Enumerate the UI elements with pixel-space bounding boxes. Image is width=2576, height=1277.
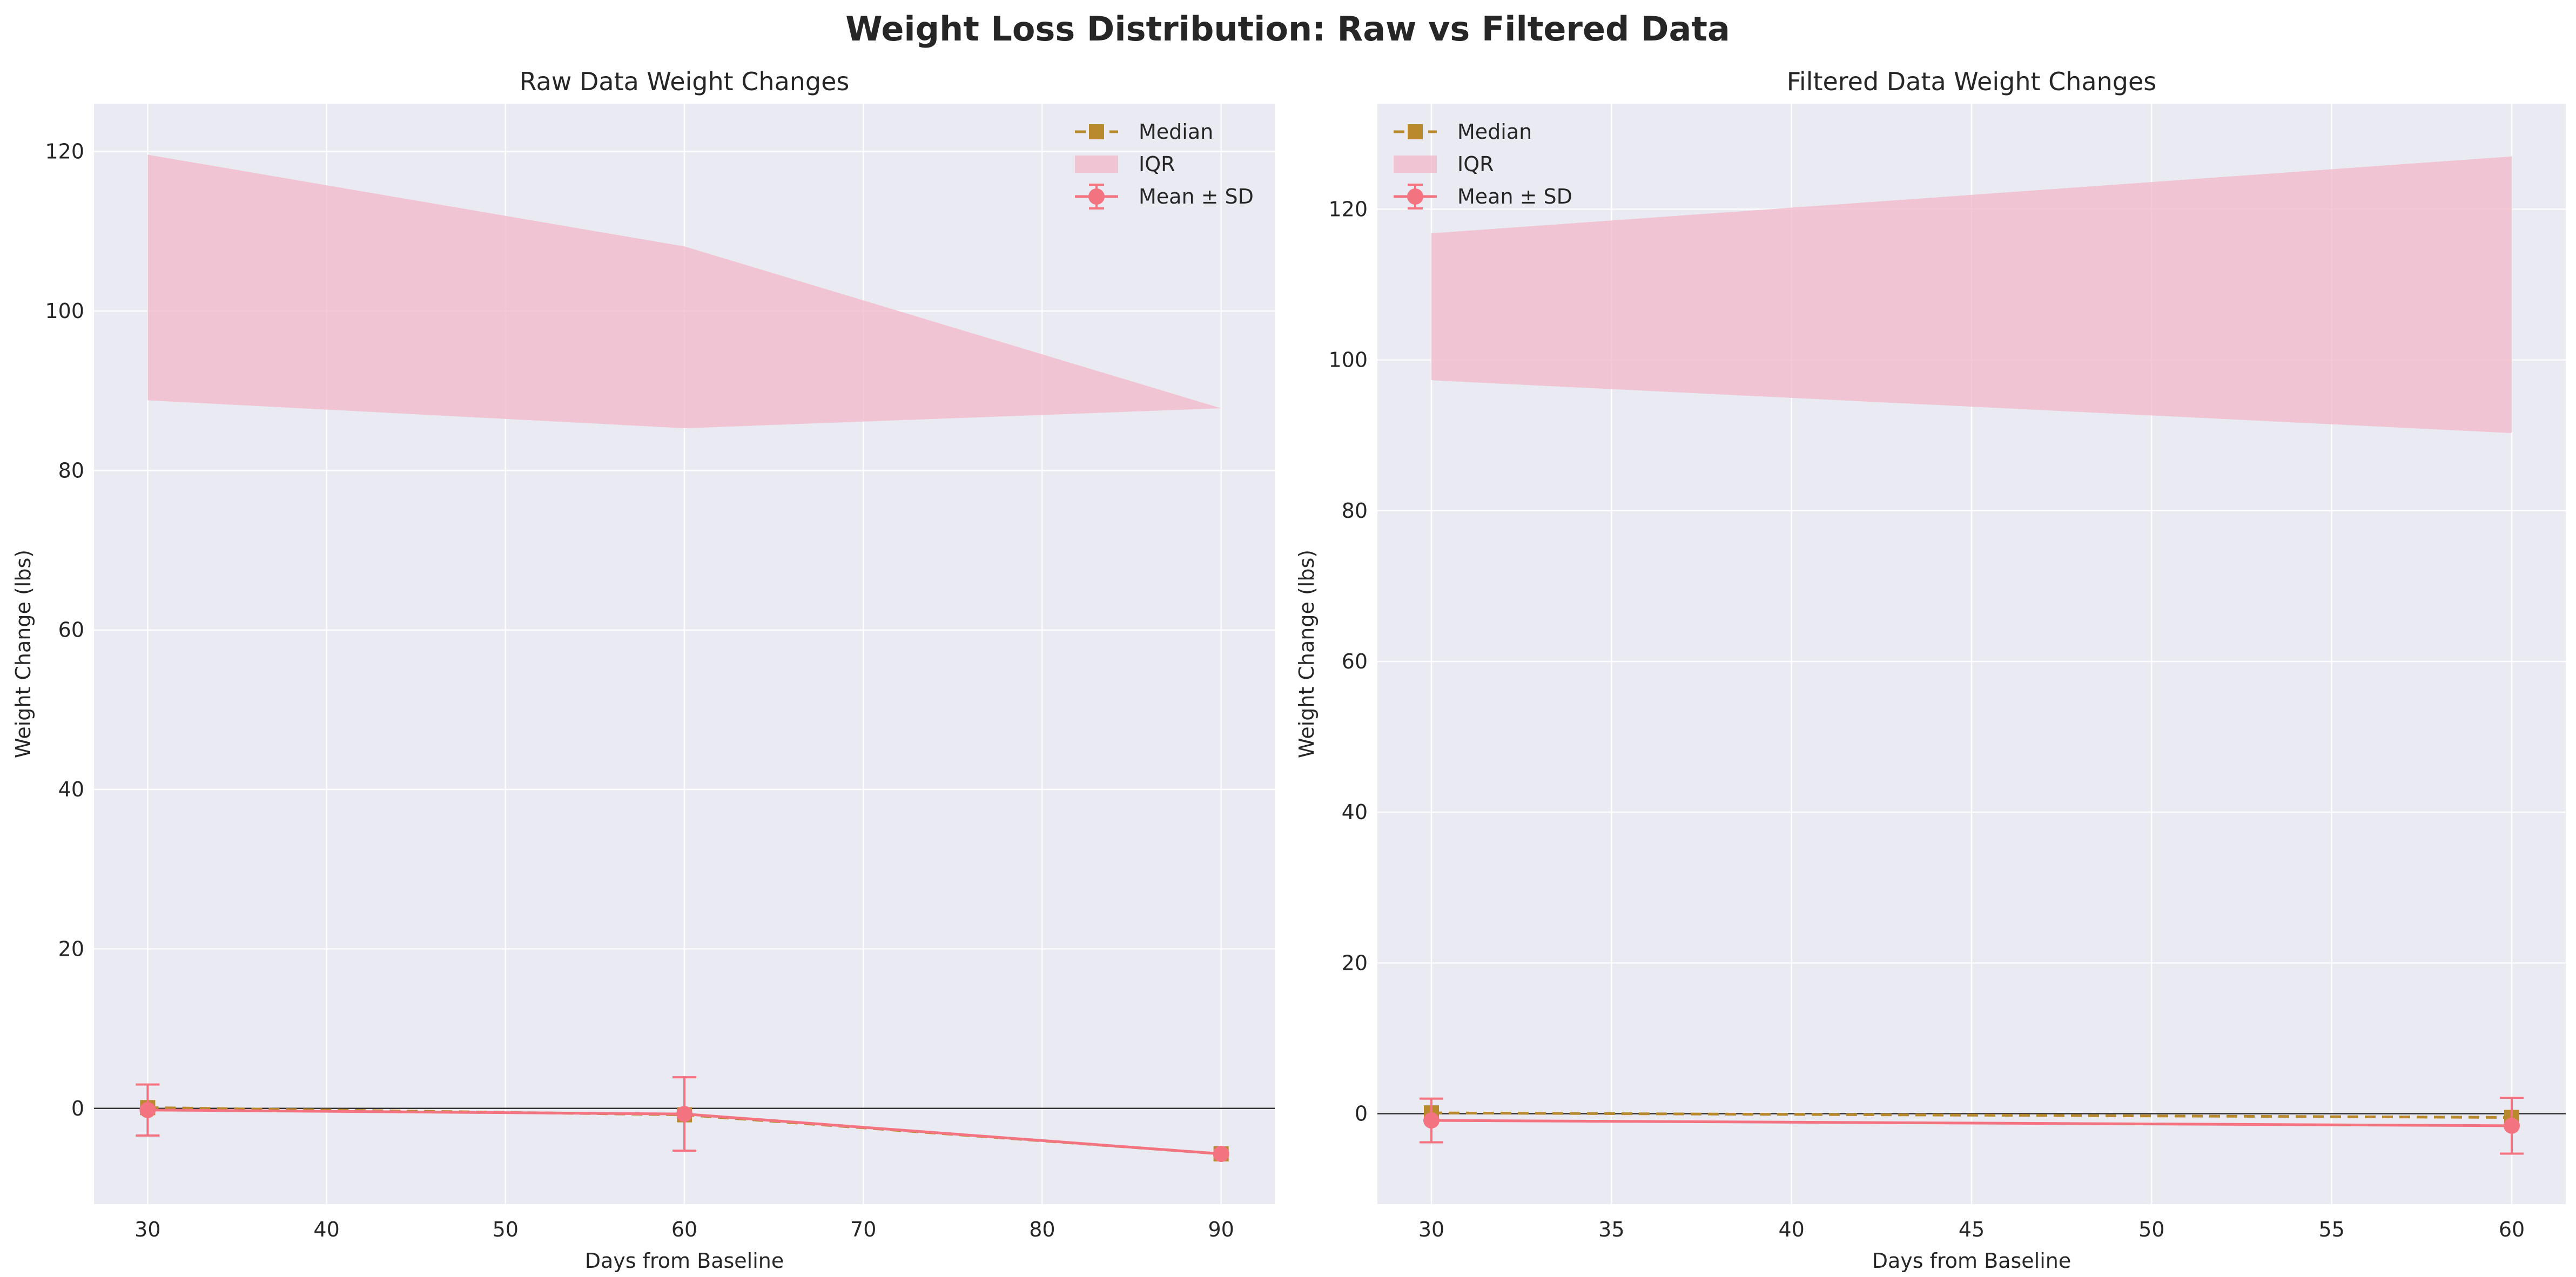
legend-mean-label: Mean ± SD bbox=[1139, 185, 1254, 208]
figure-title: Weight Loss Distribution: Raw vs Filtere… bbox=[845, 9, 1730, 49]
legend-mean-marker bbox=[1088, 188, 1105, 205]
x-axis-label: Days from Baseline bbox=[585, 1249, 784, 1273]
y-axis-label: Weight Change (lbs) bbox=[1295, 550, 1319, 758]
x-tick-label: 55 bbox=[2318, 1218, 2344, 1241]
raw-data-panel: 30 40 50 60 70 80 90 0 20 40 60 80 100 120 Raw Data We… bbox=[11, 67, 1275, 1273]
x-tick-label: 30 bbox=[1418, 1218, 1444, 1241]
legend-median-label: Median bbox=[1139, 120, 1213, 144]
x-tick-label: 80 bbox=[1029, 1218, 1055, 1241]
y-tick-label: 100 bbox=[1328, 348, 1368, 372]
legend: Median IQR Mean ± SD bbox=[1075, 120, 1254, 210]
x-tick-label: 70 bbox=[850, 1218, 876, 1241]
y-tick-label: 60 bbox=[1342, 650, 1368, 673]
y-tick-label: 60 bbox=[58, 618, 84, 642]
legend-iqr-swatch bbox=[1394, 156, 1437, 173]
x-tick-label: 35 bbox=[1598, 1218, 1624, 1241]
y-tick-label: 100 bbox=[45, 299, 84, 323]
legend-iqr-label: IQR bbox=[1457, 152, 1494, 176]
panel-title: Filtered Data Weight Changes bbox=[1787, 67, 2156, 96]
x-tick-label: 60 bbox=[2499, 1218, 2525, 1241]
mean-marker bbox=[1423, 1112, 1440, 1129]
x-tick-label: 40 bbox=[1778, 1218, 1804, 1241]
y-tick-label: 40 bbox=[58, 778, 84, 801]
x-tick-label: 90 bbox=[1208, 1218, 1234, 1241]
legend-median-marker bbox=[1408, 124, 1423, 139]
legend-iqr-swatch bbox=[1075, 156, 1118, 173]
panel-title: Raw Data Weight Changes bbox=[520, 67, 850, 96]
y-tick-label: 120 bbox=[45, 140, 84, 164]
x-tick-label: 40 bbox=[313, 1218, 339, 1241]
mean-marker bbox=[2504, 1117, 2520, 1134]
legend: Median IQR Mean ± SD bbox=[1394, 120, 1572, 210]
x-tick-label: 50 bbox=[2138, 1218, 2164, 1241]
mean-marker bbox=[676, 1106, 692, 1123]
mean-marker bbox=[139, 1102, 156, 1118]
legend-iqr-label: IQR bbox=[1139, 152, 1175, 176]
median-line bbox=[1431, 1111, 2512, 1119]
y-tick-label: 0 bbox=[1355, 1102, 1368, 1125]
legend-median-label: Median bbox=[1457, 120, 1532, 144]
x-axis-label: Days from Baseline bbox=[1872, 1249, 2071, 1273]
y-tick-label: 80 bbox=[58, 458, 84, 482]
y-tick-label: 20 bbox=[1342, 951, 1368, 975]
y-tick-label: 120 bbox=[1328, 197, 1368, 221]
legend-mean-marker bbox=[1407, 188, 1423, 205]
x-tick-label: 30 bbox=[134, 1218, 160, 1241]
x-tick-label: 50 bbox=[493, 1218, 519, 1241]
iqr-band bbox=[147, 154, 1221, 429]
y-axis-label: Weight Change (lbs) bbox=[11, 550, 35, 758]
legend-mean-label: Mean ± SD bbox=[1457, 185, 1572, 208]
x-tick-label: 45 bbox=[1959, 1218, 1985, 1241]
y-tick-label: 0 bbox=[71, 1097, 84, 1120]
x-tick-label: 60 bbox=[671, 1218, 697, 1241]
y-tick-label: 40 bbox=[1342, 800, 1368, 824]
legend-median-marker bbox=[1089, 124, 1104, 139]
mean-marker bbox=[1213, 1145, 1229, 1162]
iqr-band bbox=[1431, 156, 2512, 434]
mean-line bbox=[1431, 1119, 2512, 1127]
y-tick-label: 20 bbox=[58, 937, 84, 961]
filtered-data-panel: 30 35 40 45 50 55 60 0 20 40 60 80 100 120 Filtered Da… bbox=[1295, 67, 2566, 1273]
y-tick-label: 80 bbox=[1342, 499, 1368, 523]
